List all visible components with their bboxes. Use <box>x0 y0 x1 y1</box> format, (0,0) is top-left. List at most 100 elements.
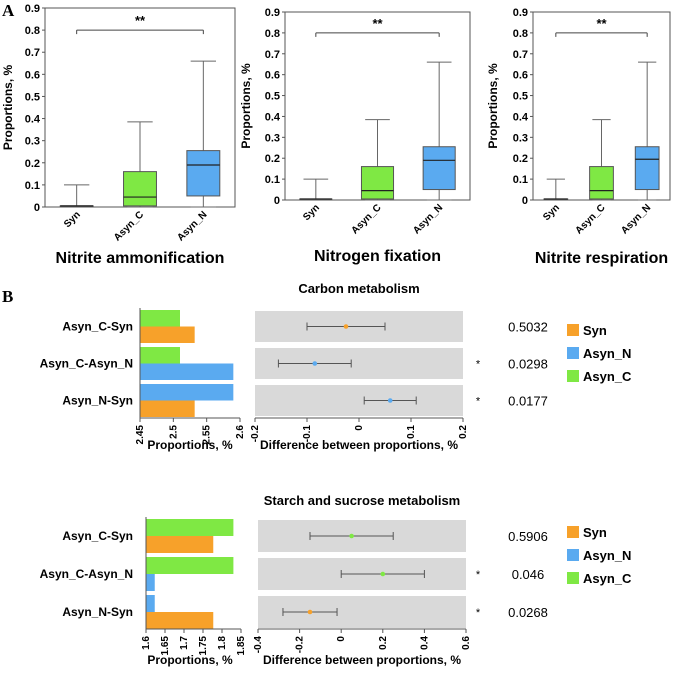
comparison-label: Asyn_C-Asyn_N <box>40 357 133 371</box>
diff-point <box>312 361 318 366</box>
y-tick-label: 0.9 <box>513 7 528 19</box>
y-tick-label: 0.5 <box>25 91 40 103</box>
diff-tick-label: 0.2 <box>378 636 389 650</box>
x-tick-label: 2.55 <box>202 425 213 445</box>
diff-axis-label: Difference between proportions, % <box>263 653 461 667</box>
bar-asyn-n <box>140 384 234 401</box>
x-axis-label: Proportions, % <box>147 438 233 452</box>
y-tick-label: 0.3 <box>25 136 40 148</box>
x-tick-label: Asyn_N <box>619 202 653 236</box>
comparison-label: Asyn_N-Syn <box>62 394 133 408</box>
y-tick-label: 0.8 <box>513 28 528 40</box>
y-tick-label: 0.4 <box>265 111 281 123</box>
diff-tick-label: 0 <box>336 636 347 642</box>
x-axis-label: Proportions, % <box>147 653 233 667</box>
bar-asyn-c <box>146 557 234 574</box>
y-tick-label: 0.6 <box>265 70 280 82</box>
significance-label: ** <box>135 13 146 28</box>
y-tick-label: 0.3 <box>513 132 528 144</box>
x-tick-label: 1.8 <box>217 636 228 650</box>
x-tick-label: Syn <box>541 202 562 223</box>
y-tick-label: 0.2 <box>513 153 528 165</box>
y-axis-label: Proportions, % <box>239 63 253 149</box>
legend-label: Asyn_N <box>583 548 631 563</box>
legend-label: Asyn_N <box>583 346 631 361</box>
p-value: 0.046 <box>512 567 545 582</box>
x-tick-label: 2.6 <box>235 425 246 439</box>
diff-tick-label: -0.2 <box>250 425 261 443</box>
boxplot-nitrite-ammonification: 0 0.1 0.2 0.3 0.4 0.5 0.6 0.7 0.8 0.9 Proportions,… <box>1 3 236 267</box>
comparison-label: Asyn_C-Syn <box>62 320 133 334</box>
p-value: 0.5032 <box>508 320 548 335</box>
legend-label: Asyn_C <box>583 571 632 586</box>
diff-row-background <box>255 385 463 416</box>
section-title: Carbon metabolism <box>298 281 419 296</box>
diff-point <box>349 533 354 539</box>
box-asyn-n <box>422 146 456 191</box>
legend-label: Asyn_C <box>583 369 632 384</box>
y-tick-label: 0.7 <box>513 49 528 61</box>
x-tick-label: 1.75 <box>198 636 209 656</box>
y-tick-label: 0.5 <box>265 91 280 103</box>
box-asyn-c <box>589 166 614 200</box>
bar-syn <box>146 612 214 629</box>
bar-asyn-c <box>140 347 180 364</box>
boxplot-nitrite-respiration: 0 0.1 0.2 0.3 0.4 0.5 0.6 0.7 0.8 0.9 Proportions,… <box>486 7 671 267</box>
legend-swatch-asyn-n <box>567 347 579 359</box>
panel-b-letter: B <box>2 287 13 306</box>
significance-star: * <box>476 607 481 619</box>
bar-syn <box>140 400 195 417</box>
y-tick-label: 0.1 <box>265 174 280 186</box>
diff-tick-label: -0.1 <box>302 425 313 443</box>
p-value: 0.0268 <box>508 605 548 620</box>
panel-a-letter: A <box>2 1 15 20</box>
y-tick-label: 0.3 <box>265 132 280 144</box>
x-tick-label: Syn <box>62 209 83 230</box>
diff-tick-label: -0.4 <box>253 636 264 654</box>
diff-point <box>343 324 349 329</box>
legend-swatch-asyn-c <box>567 370 579 382</box>
p-value: 0.0298 <box>508 357 548 372</box>
x-tick-label: 1.65 <box>160 636 171 656</box>
x-tick-label: Asyn_N <box>175 209 209 243</box>
chart-title: Nitrite respiration <box>535 250 668 267</box>
significance-star: * <box>476 359 481 371</box>
y-tick-label: 0.6 <box>513 70 528 82</box>
significance-label: ** <box>596 16 607 31</box>
y-tick-label: 0 <box>34 202 40 214</box>
x-tick-label: Asyn_C <box>350 202 384 236</box>
legend-swatch-asyn-c <box>567 572 579 584</box>
diff-point <box>307 609 313 615</box>
box-asyn-n <box>186 150 221 197</box>
bar-asyn-n <box>140 363 234 380</box>
bar-syn <box>140 326 195 343</box>
x-tick-label: Asyn_N <box>411 202 445 236</box>
bar-asyn-n <box>146 574 155 591</box>
y-axis-label: Proportions, % <box>486 63 500 149</box>
x-tick-label: 1.6 <box>141 636 152 650</box>
diff-tick-label: 0.6 <box>461 636 472 650</box>
bar-asyn-n <box>146 595 155 612</box>
y-tick-label: 0 <box>274 195 280 207</box>
diff-point <box>380 571 386 577</box>
chart-title: Nitrite ammonification <box>56 250 225 267</box>
legend-swatch-syn <box>567 324 579 336</box>
y-tick-label: 0.6 <box>25 69 40 81</box>
bar-asyn-c <box>140 310 180 327</box>
y-tick-label: 0.8 <box>25 25 40 37</box>
diff-tick-label: 0.2 <box>458 425 469 439</box>
box-asyn-c <box>360 166 395 200</box>
legend-label: Syn <box>583 323 607 338</box>
diff-tick-label: 0 <box>354 425 365 431</box>
y-tick-label: 0.4 <box>513 111 529 123</box>
y-tick-label: 0.8 <box>265 28 280 40</box>
x-tick-label: Syn <box>301 202 322 223</box>
diff-point <box>387 398 393 403</box>
y-tick-label: 0.2 <box>25 158 40 170</box>
bar-syn <box>146 536 214 553</box>
y-tick-label: 0.2 <box>265 153 280 165</box>
x-tick-label: 1.7 <box>179 636 190 650</box>
diff-tick-label: -0.2 <box>295 636 306 654</box>
